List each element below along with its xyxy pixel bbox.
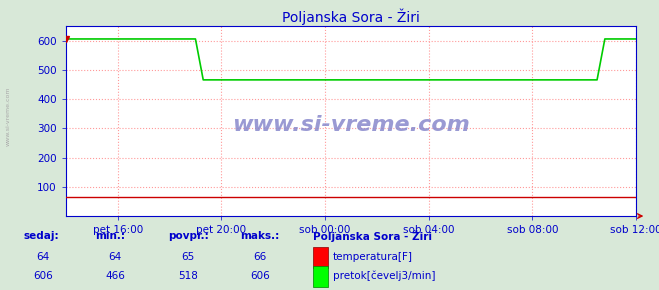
Text: 606: 606: [33, 271, 53, 281]
Text: www.si-vreme.com: www.si-vreme.com: [6, 86, 11, 146]
Text: temperatura[F]: temperatura[F]: [333, 252, 413, 262]
Text: min.:: min.:: [96, 231, 126, 241]
Text: 606: 606: [250, 271, 270, 281]
Title: Poljanska Sora - Žiri: Poljanska Sora - Žiri: [282, 8, 420, 25]
Text: 64: 64: [109, 252, 122, 262]
Text: 466: 466: [105, 271, 125, 281]
Text: 66: 66: [254, 252, 267, 262]
Text: Poljanska Sora - Žiri: Poljanska Sora - Žiri: [313, 230, 432, 242]
Text: 65: 65: [181, 252, 194, 262]
Text: 64: 64: [36, 252, 49, 262]
Text: maks.:: maks.:: [241, 231, 280, 241]
Text: povpr.:: povpr.:: [168, 231, 209, 241]
Text: www.si-vreme.com: www.si-vreme.com: [232, 115, 470, 135]
Text: pretok[čevelj3/min]: pretok[čevelj3/min]: [333, 271, 436, 281]
Text: sedaj:: sedaj:: [23, 231, 59, 241]
Text: 518: 518: [178, 271, 198, 281]
